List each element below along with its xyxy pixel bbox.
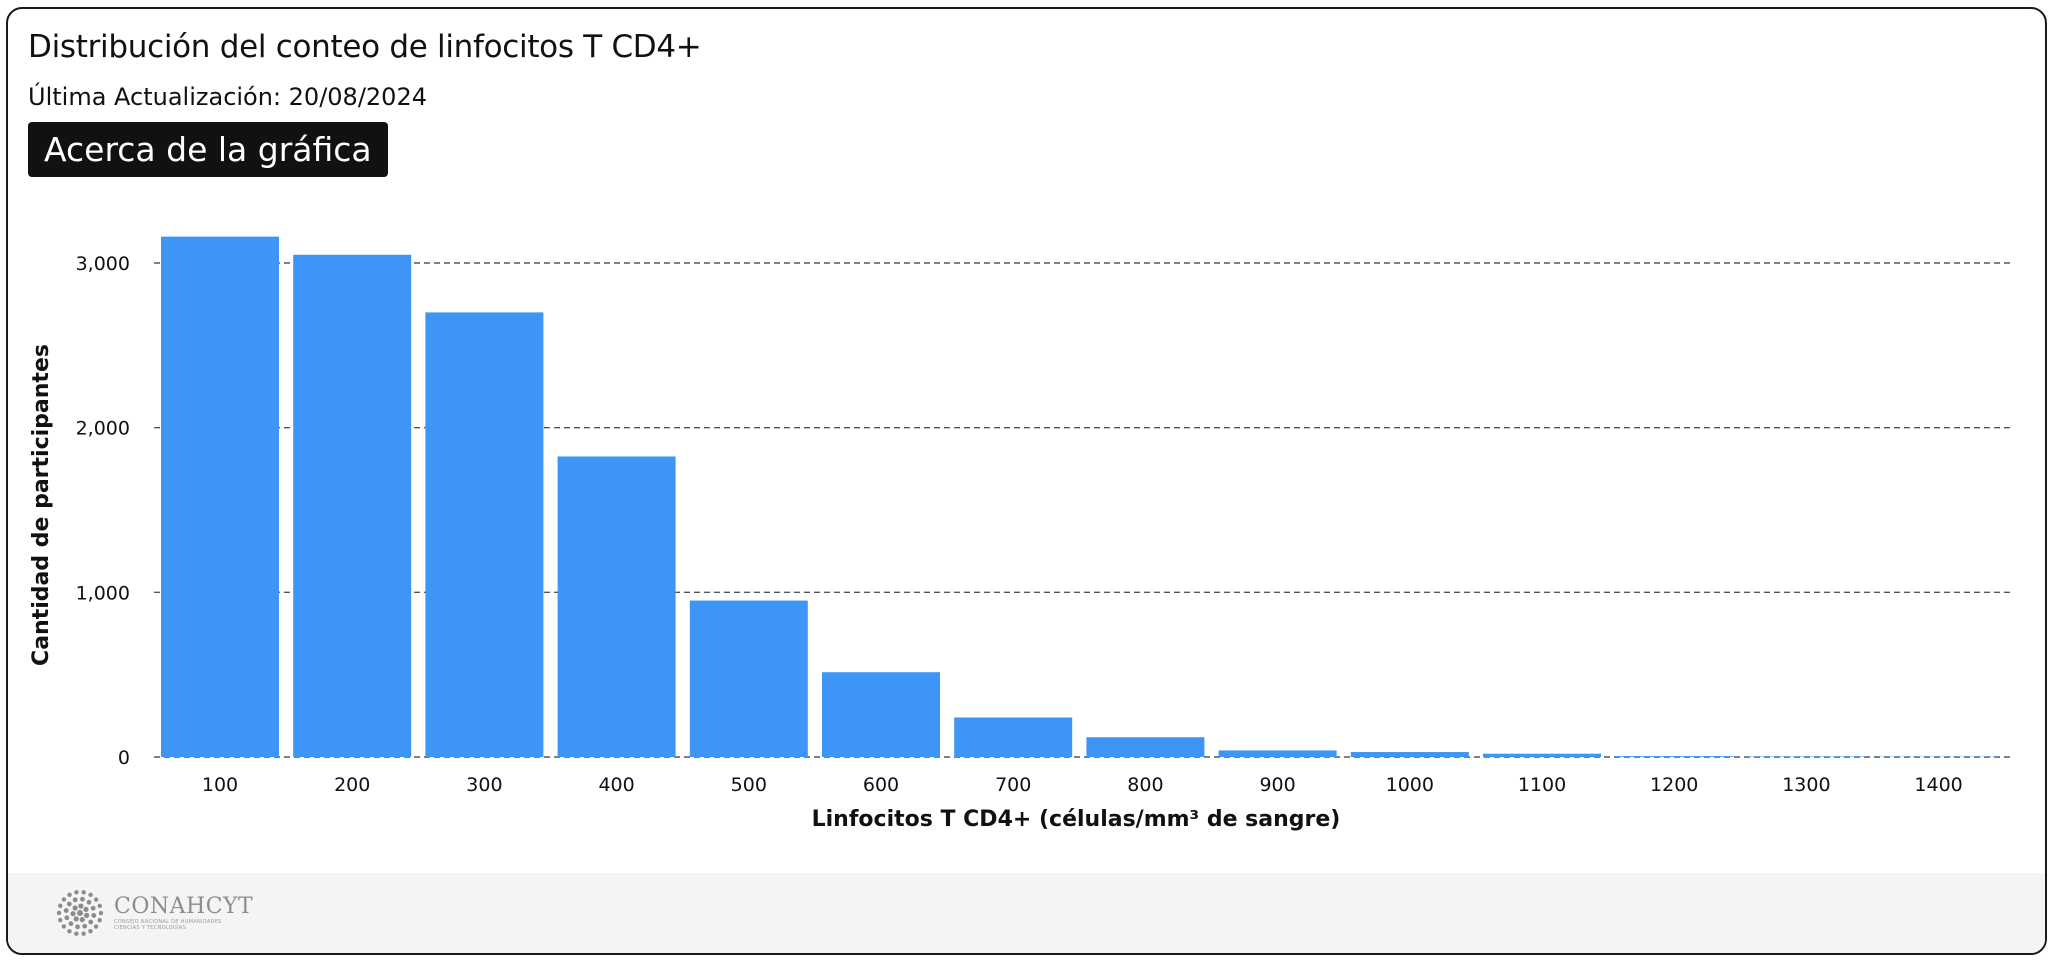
y-tick-label: 0 (118, 747, 130, 769)
x-tick-label: 700 (995, 774, 1031, 796)
x-tick-label: 100 (202, 774, 238, 796)
conahcyt-logo: CONAHCYT CONSEJO NACIONAL DE HUMANIDADES… (54, 887, 253, 939)
logo-subtitle-1: CONSEJO NACIONAL DE HUMANIDADES (114, 919, 222, 925)
x-tick-label: 1400 (1914, 774, 1962, 796)
x-tick-label: 400 (598, 774, 634, 796)
last-updated-label: Última Actualización: 20/08/2024 (28, 83, 427, 111)
chart-card: Distribución del conteo de linfocitos T … (6, 7, 2047, 955)
x-tick-label: 900 (1259, 774, 1295, 796)
bar-600[interactable] (822, 672, 940, 757)
x-tick-label: 500 (731, 774, 767, 796)
bar-1200[interactable] (1615, 756, 1734, 757)
y-tick-label: 3,000 (76, 253, 130, 275)
x-tick-label: 1300 (1782, 774, 1830, 796)
bar-700[interactable] (954, 717, 1073, 757)
x-tick-label: 200 (334, 774, 370, 796)
footer: CONAHCYT CONSEJO NACIONAL DE HUMANIDADES… (8, 873, 2045, 953)
x-tick-label: 800 (1127, 774, 1163, 796)
x-tick-label: 1000 (1386, 774, 1434, 796)
x-tick-label: 1200 (1650, 774, 1698, 796)
logo-subtitle-2: CIENCIAS Y TECNOLOGÍAS (114, 925, 187, 931)
bar-layer (161, 236, 1998, 758)
bar-1000[interactable] (1350, 752, 1469, 757)
x-axis-label: Linfocitos T CD4+ (células/mm³ de sangre… (812, 807, 1341, 832)
bar-100[interactable] (161, 236, 279, 758)
chart-title: Distribución del conteo de linfocitos T … (28, 29, 702, 65)
bar-300[interactable] (425, 312, 544, 757)
bar-500[interactable] (689, 600, 808, 757)
y-tick-label: 1,000 (76, 582, 130, 604)
y-tick-labels: 0 1,000 2,000 3,000 (76, 253, 130, 769)
bar-800[interactable] (1086, 737, 1205, 757)
bar-chart: 0 1,000 2,000 3,000 100 200 300 400 500 600 700 80… (29, 236, 2011, 832)
x-tick-label: 300 (466, 774, 502, 796)
x-tick-labels: 100 200 300 400 500 600 700 800 900 1000 1100 1200 1… (202, 774, 1963, 796)
bar-1100[interactable] (1483, 753, 1601, 757)
about-chart-button[interactable]: Acerca de la gráfica (28, 122, 388, 177)
bar-200[interactable] (293, 254, 412, 757)
y-axis-label: Cantidad de participantes (29, 344, 54, 666)
bar-400[interactable] (557, 456, 676, 757)
x-tick-label: 1100 (1518, 774, 1566, 796)
conahcyt-logo-mark-icon (56, 890, 104, 936)
bar-900[interactable] (1218, 750, 1337, 757)
x-tick-label: 600 (863, 774, 899, 796)
logo-name: CONAHCYT (114, 894, 254, 919)
y-tick-label: 2,000 (76, 418, 130, 440)
